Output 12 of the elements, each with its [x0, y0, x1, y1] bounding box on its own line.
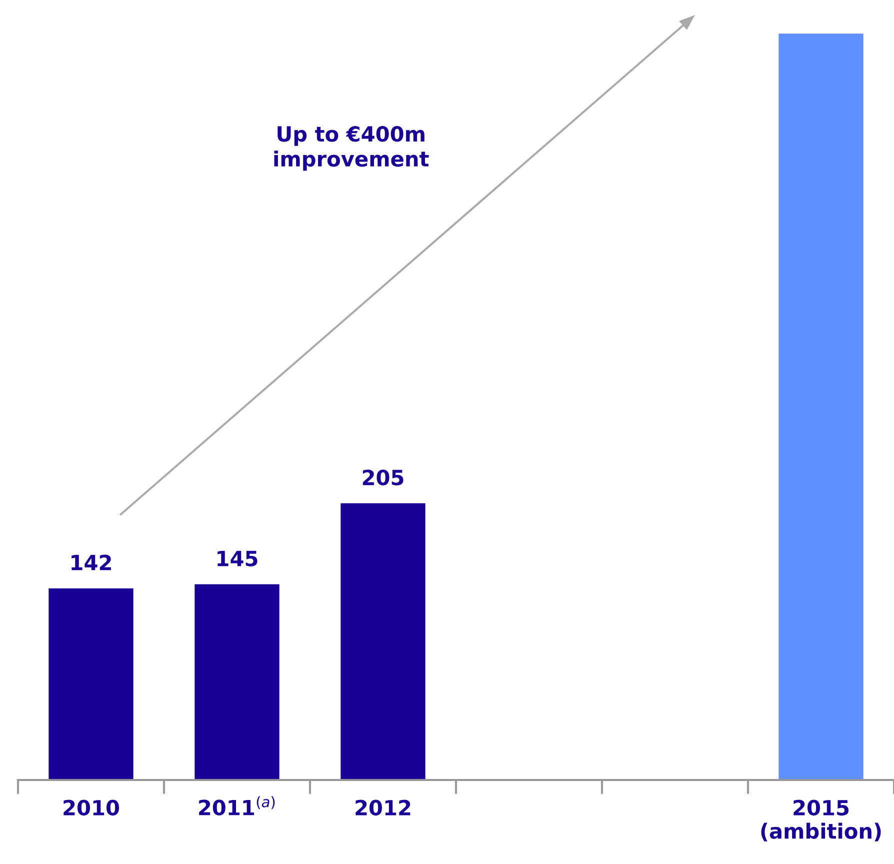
x-tick-label: 2010	[64, 800, 119, 816]
x-tick-label: 2012	[356, 800, 410, 816]
x-tick-label: 2011$^{(a)}$	[199, 796, 275, 816]
data-label: 205	[362, 470, 404, 486]
bar	[48, 588, 134, 780]
bar	[194, 584, 280, 780]
bar	[778, 34, 864, 780]
data-label: 145	[218, 550, 258, 566]
data-label: 142	[72, 554, 111, 570]
x-tick-label: 2015 (ambition)	[761, 800, 881, 842]
annotation: Up to €400m improvement	[274, 126, 429, 171]
bar	[340, 503, 426, 780]
